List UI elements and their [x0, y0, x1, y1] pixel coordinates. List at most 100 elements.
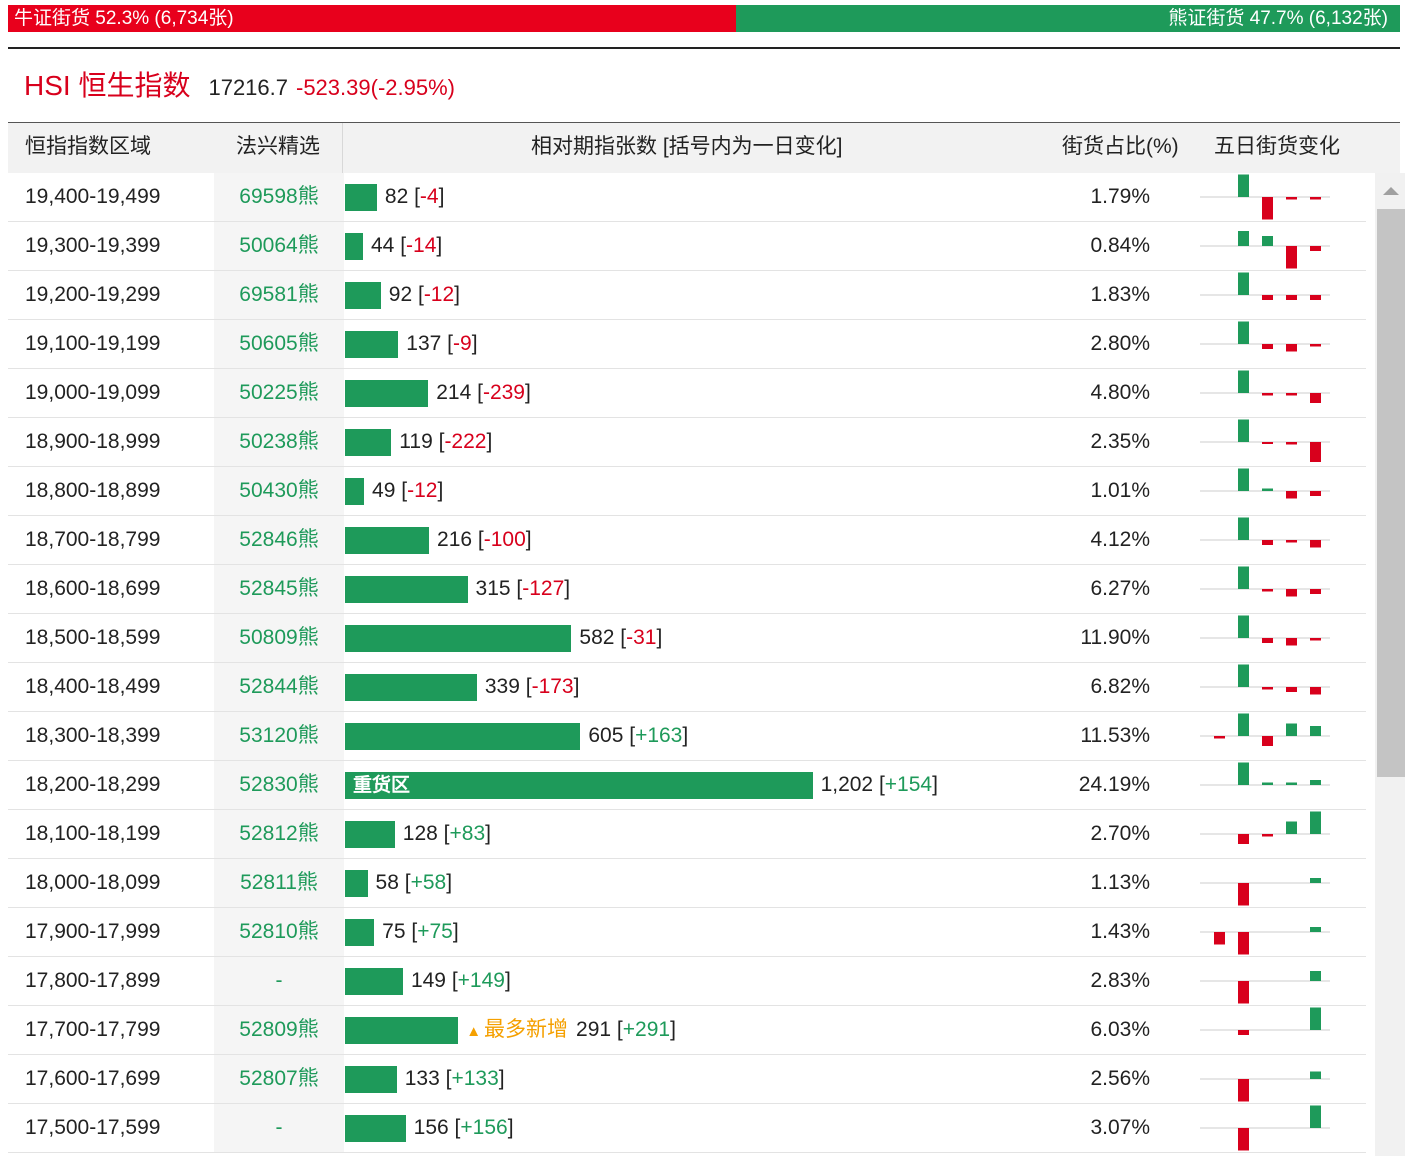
daily-change: +156	[460, 1116, 508, 1139]
table-row: 18,100-18,199 52812熊 128 [+83] 2.70%	[8, 810, 1366, 859]
sparkline-bar	[1238, 419, 1249, 442]
sparkline-bar	[1310, 878, 1321, 883]
volume-number: 119	[399, 430, 433, 453]
warrant-code-link[interactable]: 52811熊	[214, 859, 344, 907]
sparkline-bar	[1214, 932, 1225, 945]
share-pct-cell: 11.90%	[1080, 626, 1150, 649]
volume-bar	[345, 429, 392, 456]
sparkline-bar	[1238, 1030, 1249, 1035]
daily-change: +149	[457, 969, 505, 992]
warrant-code-link[interactable]: 50430熊	[214, 467, 344, 515]
warrant-code-link[interactable]: 53120熊	[214, 712, 344, 760]
range-cell: 18,100-18,199	[25, 822, 161, 845]
sparkline-bar	[1262, 197, 1273, 220]
scrollbar-thumb[interactable]	[1377, 209, 1405, 777]
index-price: 17216.7	[208, 75, 288, 100]
volume-value: 133 [+133]	[404, 1067, 505, 1090]
volume-number: 156	[413, 1116, 449, 1139]
table-row: 17,900-17,999 52810熊 75 [+75] 1.43%	[8, 908, 1366, 957]
most-new-label: 最多新增	[484, 1018, 569, 1041]
daily-change: -9	[453, 332, 472, 355]
table-row: 18,200-18,299 52830熊 重货区 1,202 [+154] 24.19%	[8, 761, 1366, 810]
range-cell: 18,600-18,699	[25, 577, 161, 600]
sparkline-bar	[1310, 1071, 1321, 1079]
volume-number: 82	[384, 185, 409, 208]
warrant-code-link[interactable]: 52810熊	[214, 908, 344, 956]
daily-change: -4	[419, 185, 439, 208]
sparkline-bar	[1262, 638, 1273, 643]
daily-change: -12	[407, 479, 438, 502]
range-cell: 18,400-18,499	[25, 675, 161, 698]
five-day-sparkline	[1200, 174, 1330, 220]
sparkline-bar	[1238, 174, 1249, 197]
five-day-sparkline	[1200, 419, 1330, 462]
share-pct-cell: 1.01%	[1090, 479, 1150, 502]
sparkline-bar	[1310, 344, 1321, 347]
warrant-code-link[interactable]: 50809熊	[214, 614, 344, 662]
sparkline-bar	[1262, 736, 1273, 746]
warrant-code-link[interactable]: 52830熊	[214, 761, 344, 809]
warrant-code-link[interactable]: 52812熊	[214, 810, 344, 858]
sparkline-bar	[1310, 687, 1321, 695]
header-range: 恒指指数区域	[25, 135, 151, 158]
volume-value: 582 [-31]	[579, 626, 663, 649]
warrant-code-link[interactable]: 50064熊	[214, 222, 344, 270]
sparkline-bar	[1262, 442, 1273, 444]
sparkline-bar	[1310, 246, 1321, 251]
share-pct-cell: 1.13%	[1090, 871, 1150, 894]
daily-change: +154	[884, 773, 933, 796]
volume-value: 214 [-239]	[436, 381, 531, 404]
scroll-up-arrow-icon[interactable]	[1383, 187, 1399, 195]
warrant-code-link[interactable]: 50225熊	[214, 369, 344, 417]
index-title-row: HSI 恒生指数 17216.7 -523.39(-2.95%)	[24, 64, 455, 104]
sparkline-bar	[1286, 540, 1297, 543]
sparkline-bar	[1286, 344, 1297, 352]
volume-bar	[345, 821, 395, 848]
sparkline-bar	[1286, 723, 1297, 736]
sparkline-bar	[1310, 589, 1321, 594]
sparkline-bar	[1310, 393, 1321, 403]
vertical-scrollbar[interactable]	[1375, 173, 1405, 1156]
header-pct: 街货占比(%)	[1062, 135, 1179, 158]
warrant-code-link[interactable]: 69581熊	[214, 271, 344, 319]
table-row: 17,600-17,699 52807熊 133 [+133] 2.56%	[8, 1055, 1366, 1104]
sparkline-bar	[1262, 393, 1273, 396]
table-row: 18,000-18,099 52811熊 58 [+58] 1.13%	[8, 859, 1366, 908]
volume-value: 315 [-127]	[475, 577, 571, 600]
most-new-badge: ▲ 最多新增	[466, 1018, 568, 1041]
five-day-sparkline	[1200, 272, 1330, 300]
volume-value: 58 [+58]	[375, 871, 453, 894]
sparkline-bar	[1286, 442, 1297, 445]
volume-number: 214	[436, 381, 472, 404]
volume-bar	[345, 527, 430, 554]
warrant-code-link[interactable]: 50605熊	[214, 320, 344, 368]
warrant-code-link[interactable]: 52809熊	[214, 1006, 344, 1054]
range-cell: 19,300-19,399	[25, 234, 161, 257]
table-row: 18,300-18,399 53120熊 605 [+163] 11.53%	[8, 712, 1366, 761]
sparkline-bar	[1238, 664, 1249, 687]
sparkline-bar	[1310, 295, 1321, 300]
daily-change: +291	[622, 1018, 671, 1041]
warrant-code-link[interactable]: 52845熊	[214, 565, 344, 613]
sparkline-bar	[1310, 927, 1321, 932]
warrant-code-link[interactable]: 52807熊	[214, 1055, 344, 1103]
warrant-code-link[interactable]: 50238熊	[214, 418, 344, 466]
warrant-code-link[interactable]: 52844熊	[214, 663, 344, 711]
cbbc-distribution-table: 恒指指数区域 法兴精选 相对期指张数 [括号内为一日变化] 街货占比(%) 五日…	[8, 122, 1405, 1156]
share-pct-cell: 6.03%	[1090, 1018, 1150, 1041]
warrant-code-link[interactable]: 52846熊	[214, 516, 344, 564]
volume-value: ▲ 最多新增 291 [+291]	[466, 1018, 676, 1041]
table-row: 18,900-18,999 50238熊 119 [-222] 2.35%	[8, 418, 1366, 467]
daily-change: +133	[451, 1067, 499, 1090]
sparkline-bar	[1238, 762, 1249, 785]
sparkline-bar	[1238, 517, 1249, 540]
sparkline-bar	[1310, 1007, 1321, 1030]
volume-bar	[345, 919, 375, 946]
sparkline-bar	[1238, 468, 1249, 491]
warrant-code-link[interactable]: 69598熊	[214, 173, 344, 221]
daily-change: -14	[406, 234, 437, 257]
table-row: 18,600-18,699 52845熊 315 [-127] 6.27%	[8, 565, 1366, 614]
table-row: 19,100-19,199 50605熊 137 [-9] 2.80%	[8, 320, 1366, 369]
sparkline-bar	[1238, 713, 1249, 736]
volume-value: 137 [-9]	[406, 332, 478, 355]
